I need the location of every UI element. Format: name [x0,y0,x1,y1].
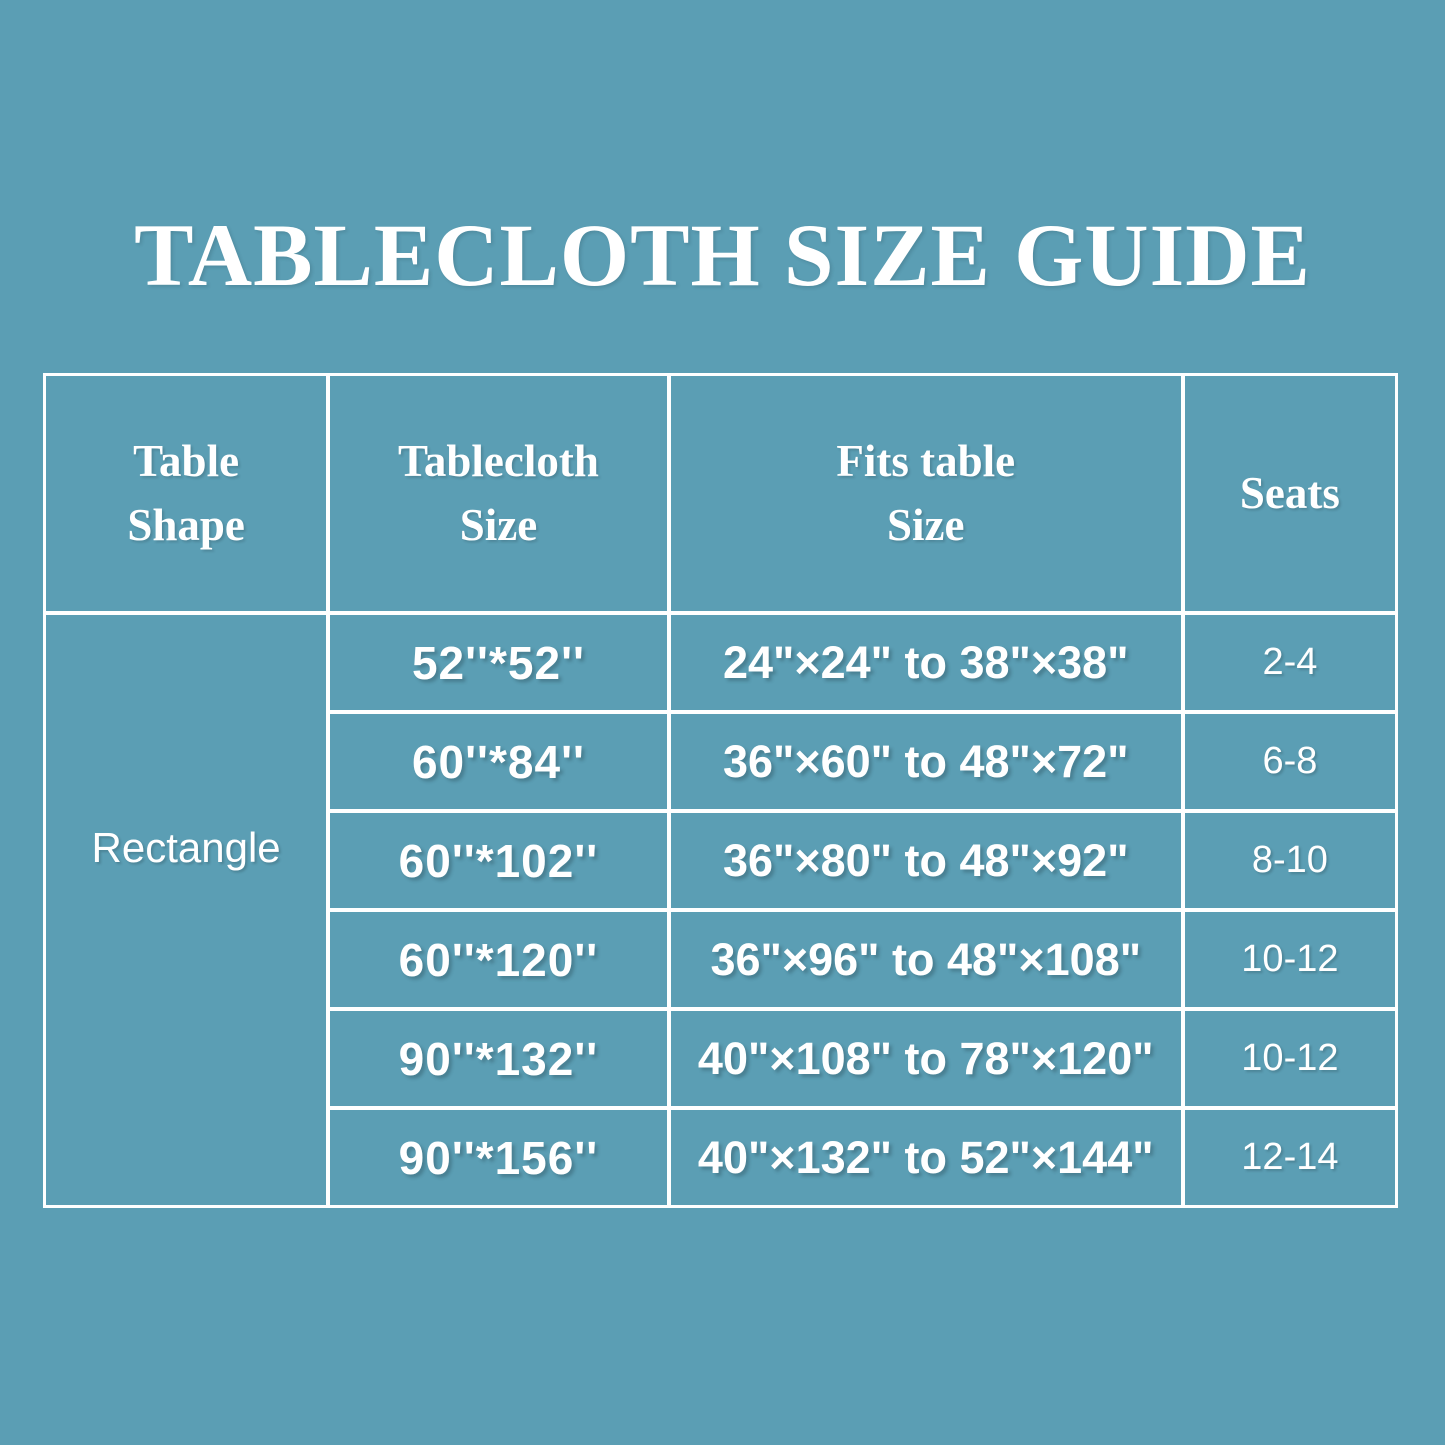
cell-seats: 10-12 [1184,912,1395,1007]
header-fits-table-size: Fits table Size [670,376,1181,611]
cell-seats: 6-8 [1184,714,1395,809]
cell-seats: 10-12 [1184,1011,1395,1106]
header-table-shape: Table Shape [46,376,327,611]
cell-seats: 8-10 [1184,813,1395,908]
cell-seats: 12-14 [1184,1110,1395,1205]
cell-tablecloth-size: 60''*120'' [330,912,667,1007]
header-tablecloth-size: Tablecloth Size [330,376,667,611]
cell-fits-table-size: 36"×96" to 48"×108" [670,912,1181,1007]
cell-tablecloth-size: 60''*84'' [330,714,667,809]
cell-fits-table-size: 24"×24" to 38"×38" [670,615,1181,710]
header-seats: Seats [1184,376,1395,611]
cell-fits-table-size: 40"×108" to 78"×120" [670,1011,1181,1106]
cell-seats: 2-4 [1184,615,1395,710]
cell-tablecloth-size: 60''*102'' [330,813,667,908]
cell-tablecloth-size: 52''*52'' [330,615,667,710]
cell-tablecloth-size: 90''*156'' [330,1110,667,1205]
cell-tablecloth-size: 90''*132'' [330,1011,667,1106]
cell-fits-table-size: 36"×60" to 48"×72" [670,714,1181,809]
cell-table-shape-rectangle: Rectangle [46,615,327,1205]
cell-fits-table-size: 40"×132" to 52"×144" [670,1110,1181,1205]
size-guide-table: Table Shape Tablecloth Size Fits table S… [43,373,1398,1208]
cell-fits-table-size: 36"×80" to 48"×92" [670,813,1181,908]
page-title: TABLECLOTH SIZE GUIDE [134,207,1311,305]
